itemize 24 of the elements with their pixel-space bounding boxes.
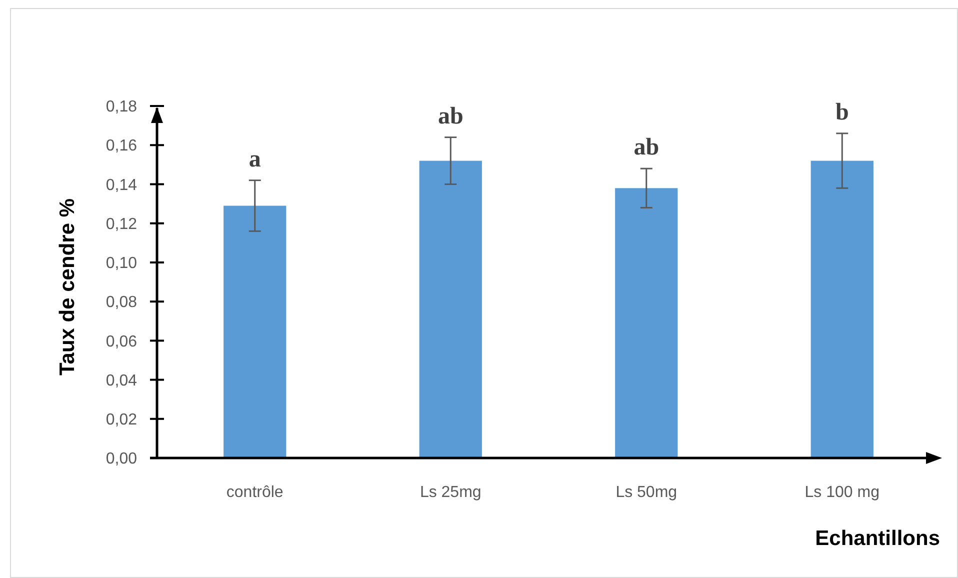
x-tick-label: contrôle xyxy=(226,484,284,501)
bar xyxy=(615,188,678,458)
y-tick-label: 0,16 xyxy=(106,138,138,155)
bar xyxy=(419,160,482,458)
y-tick-label: 0,18 xyxy=(106,98,138,116)
y-tick-label: 0,08 xyxy=(106,294,138,312)
x-axis-title: Echantillons xyxy=(815,527,940,550)
annotation: b xyxy=(835,99,849,126)
y-tick-label: 0,00 xyxy=(106,450,138,468)
y-tick-label: 0,12 xyxy=(106,216,138,233)
y-tick-label: 0,10 xyxy=(106,255,138,272)
bar xyxy=(810,160,874,458)
y-tick-label: 0,04 xyxy=(106,372,138,390)
x-tick-label: Ls 25mg xyxy=(420,484,482,501)
annotation: ab xyxy=(634,134,660,161)
y-tick-label: 0,14 xyxy=(106,176,138,194)
bar xyxy=(224,206,286,458)
x-tick-label: Ls 100 mg xyxy=(804,484,880,501)
y-tick-label: 0,06 xyxy=(106,333,138,350)
y-tick-label: 0,02 xyxy=(106,411,138,428)
annotation: a xyxy=(248,146,261,172)
x-tick-label: Ls 50mg xyxy=(616,484,678,501)
annotation: ab xyxy=(438,103,464,130)
y-axis-title: Taux de cendre % xyxy=(56,198,79,376)
